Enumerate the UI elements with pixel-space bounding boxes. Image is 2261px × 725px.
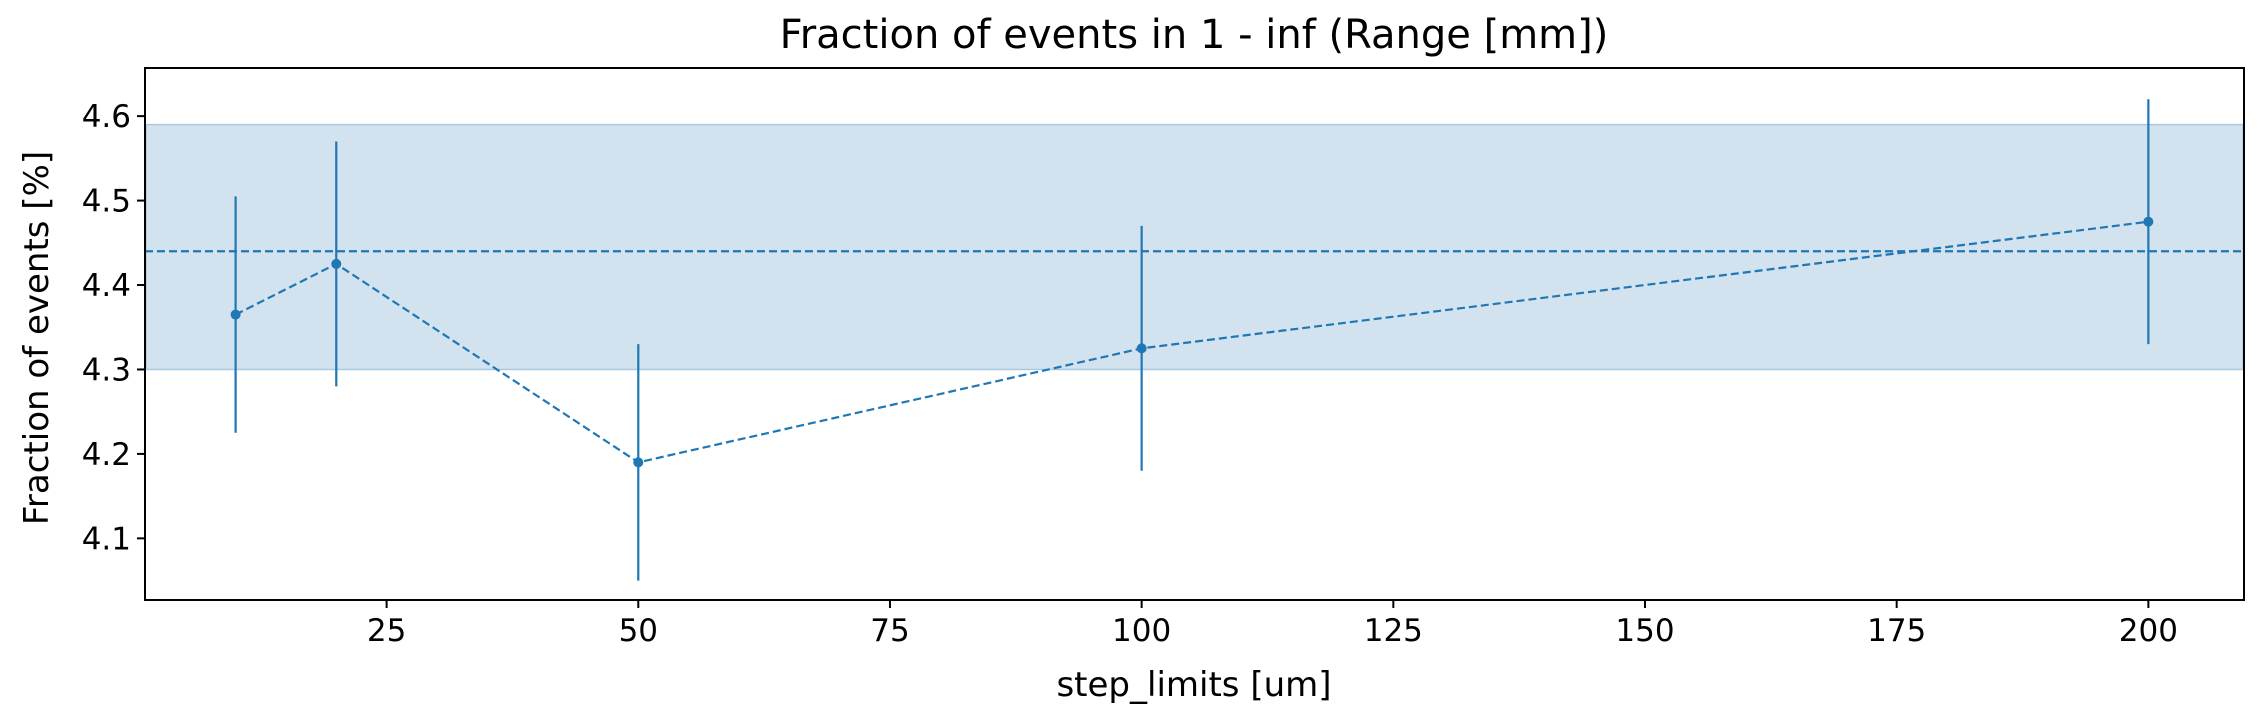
x-tick-label: 200 (2119, 613, 2178, 649)
data-point (230, 309, 241, 320)
x-tick-label: 125 (1364, 613, 1423, 649)
y-tick-label: 4.6 (82, 99, 131, 135)
data-point (331, 258, 342, 269)
y-tick-label: 4.3 (82, 352, 131, 388)
data-point (1136, 343, 1147, 354)
uncertainty-band (145, 123, 2244, 371)
data-point (633, 457, 644, 468)
x-tick-label: 150 (1615, 613, 1674, 649)
axes-frame (144, 67, 2245, 601)
plot-area (145, 99, 2244, 581)
x-axis-label: step_limits [um] (1056, 665, 1331, 705)
y-tick-label: 4.1 (82, 521, 131, 557)
axis-ticks: 25 50 75 100 125 150 175 200 4.1 4.2 4.3 4.4 4.5 4.6 (82, 99, 2178, 649)
x-tick-label: 25 (367, 613, 406, 649)
x-tick-label: 50 (619, 613, 658, 649)
y-tick-label: 4.4 (82, 268, 131, 304)
x-tick-label: 75 (870, 613, 909, 649)
x-tick-label: 100 (1112, 613, 1171, 649)
y-tick-label: 4.2 (82, 437, 131, 473)
x-tick-label: 175 (1867, 613, 1926, 649)
y-tick-label: 4.5 (82, 184, 131, 220)
chart-title: Fraction of events in 1 - inf (Range [mm… (780, 12, 1609, 58)
y-axis-label: Fraction of events [%] (17, 151, 57, 525)
data-point (2143, 216, 2154, 227)
